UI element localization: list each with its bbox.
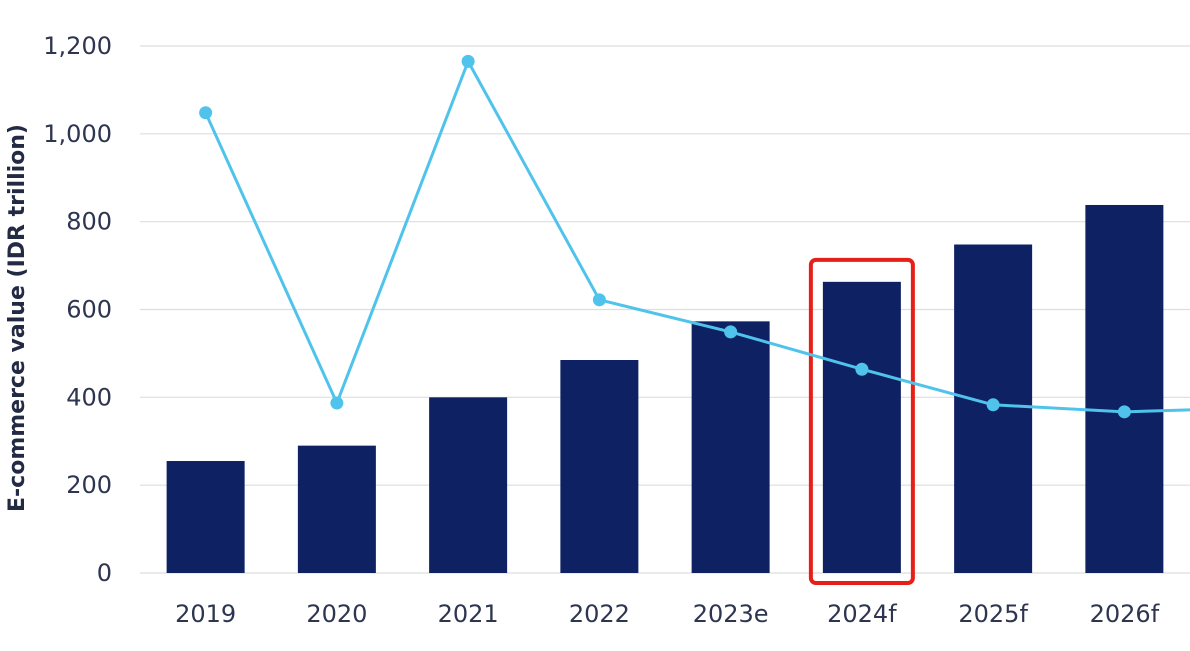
bar-2022 <box>560 360 639 573</box>
x-tick-label: 2019 <box>175 600 236 628</box>
x-tick-label: 2024f <box>827 600 897 628</box>
bar-2021 <box>429 397 508 573</box>
x-tick-label: 2020 <box>306 600 367 628</box>
y-tick-label: 600 <box>66 296 112 324</box>
axis-layer: 0 200 400 600 800 1,000 1,200 2019 2020 2021 2022 2… <box>43 32 1159 628</box>
y-tick-label: 1,000 <box>43 120 112 148</box>
highlight-box <box>808 257 915 585</box>
y-tick-label: 1,200 <box>43 32 112 60</box>
highlight-layer <box>808 257 915 585</box>
line-point-2024f <box>855 362 869 376</box>
line-point-2022 <box>592 293 606 307</box>
bar-layer <box>166 204 1164 573</box>
x-tick-label: 2026f <box>1090 600 1160 628</box>
x-tick-label: 2025f <box>958 600 1028 628</box>
line-point-2026f <box>1117 405 1131 419</box>
bar-2024f <box>822 281 901 573</box>
line-layer <box>199 54 1190 419</box>
line-point-2021 <box>461 54 475 68</box>
y-tick-label: 800 <box>66 208 112 236</box>
x-tick-label: 2021 <box>438 600 499 628</box>
y-tick-label: 200 <box>66 471 112 499</box>
line-point-2020 <box>330 396 344 410</box>
grid-layer <box>140 45 1190 574</box>
y-tick-label: 400 <box>66 383 112 411</box>
bar-2026f <box>1085 204 1164 573</box>
bar-2023e <box>691 321 770 573</box>
line-point-2025f <box>986 398 1000 412</box>
y-axis-label: E-commerce value (IDR trillion) <box>5 124 30 512</box>
x-tick-label: 2022 <box>569 600 630 628</box>
line-point-2019 <box>199 106 213 120</box>
x-tick-label: 2023e <box>693 600 769 628</box>
line-point-2023e <box>724 325 738 339</box>
bar-2019 <box>166 461 245 573</box>
bar-2020 <box>297 445 376 573</box>
y-tick-label: 0 <box>97 559 112 587</box>
